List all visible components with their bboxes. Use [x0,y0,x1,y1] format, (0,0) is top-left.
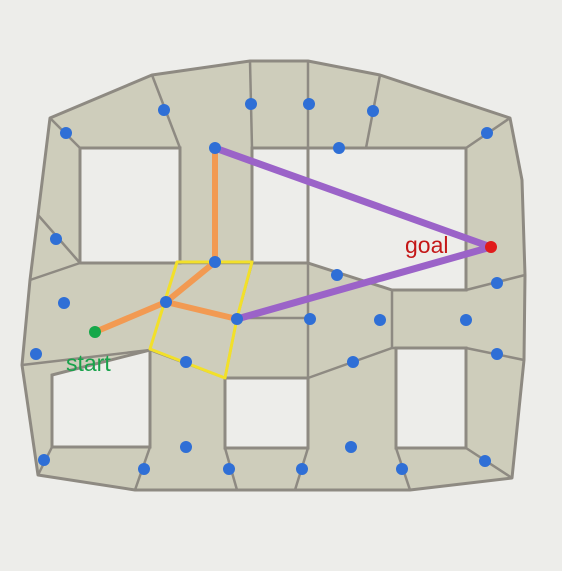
mesh-node [374,314,386,326]
obstacle-bottom-center [225,378,308,448]
mesh-node [345,441,357,453]
mesh-node [481,127,493,139]
mesh-node [38,454,50,466]
mesh-node [180,441,192,453]
mesh-node [396,463,408,475]
obstacle-top-left [80,148,180,263]
obstacle-bottom-right [396,348,466,448]
mesh-node [491,348,503,360]
obstacle-top-right [308,148,466,290]
mesh-node [296,463,308,475]
mesh-node [303,98,315,110]
mesh-node [138,463,150,475]
mesh-node [30,348,42,360]
mesh-node [60,127,72,139]
mesh-node [58,297,70,309]
start-point [89,326,101,338]
mesh-node [209,256,221,268]
mesh-node [347,356,359,368]
mesh-node [209,142,221,154]
mesh-node [158,104,170,116]
mesh-node [491,277,503,289]
mesh-node [331,269,343,281]
mesh-node [460,314,472,326]
mesh-node [304,313,316,325]
goal-label: goal [405,232,448,258]
mesh-node [50,233,62,245]
mesh-node [333,142,345,154]
start-label: start [66,350,111,376]
goal-point [485,241,497,253]
mesh-node [223,463,235,475]
mesh-node [160,296,172,308]
mesh-node [231,313,243,325]
mesh-node [479,455,491,467]
mesh-node [367,105,379,117]
mesh-node [245,98,257,110]
mesh-node [180,356,192,368]
